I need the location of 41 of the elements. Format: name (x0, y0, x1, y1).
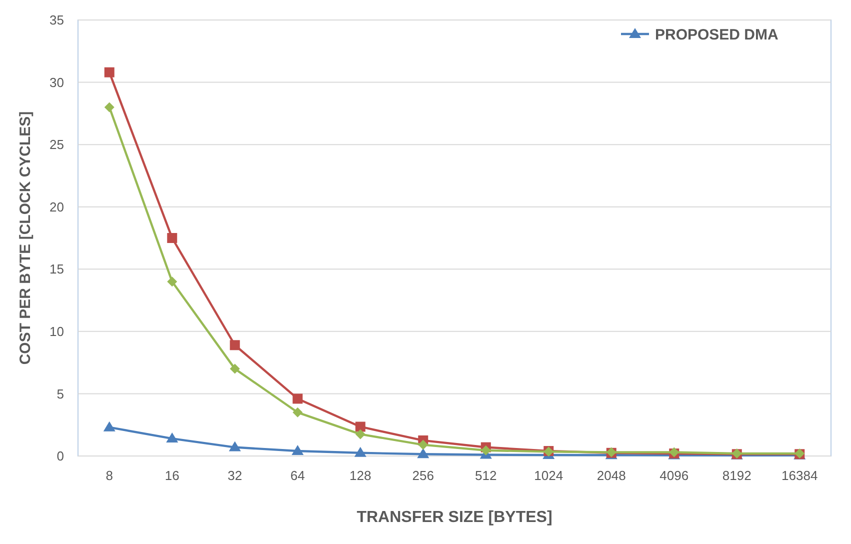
x-tick-label: 64 (290, 468, 305, 483)
point (354, 446, 366, 457)
x-tick-label: 32 (228, 468, 242, 483)
y-tick-label: 5 (56, 386, 64, 402)
x-tick-label: 256 (412, 468, 434, 483)
point (418, 440, 428, 450)
x-tick-label: 1024 (534, 468, 564, 483)
point (355, 429, 366, 440)
x-tick-label: 128 (350, 468, 372, 483)
y-tick-label: 30 (50, 74, 64, 90)
point (355, 422, 366, 432)
x-tick-label: 16384 (782, 468, 818, 483)
x-tick-label: 8192 (722, 468, 752, 483)
point (230, 340, 240, 350)
point (292, 407, 303, 418)
point (480, 445, 491, 456)
point (166, 432, 178, 443)
x-tick-label: 4096 (660, 468, 689, 483)
legend-label: PROPOSED DMA (655, 26, 779, 44)
x-tick-label: 2048 (596, 468, 626, 483)
x-tick-label: 8 (106, 468, 113, 483)
point (228, 441, 241, 452)
point (417, 448, 430, 458)
y-tick-label: 25 (50, 137, 64, 152)
y-tick-label: 20 (50, 199, 64, 214)
x-tick-label: 16 (164, 468, 180, 483)
point (230, 364, 240, 374)
x-tick-label: 512 (475, 468, 497, 483)
point (104, 67, 114, 78)
x-axis-title: TRANSFER SIZE [BYTES] (356, 509, 552, 526)
y-tick-label: 0 (56, 448, 64, 464)
point (103, 421, 116, 432)
y-tick-label: 15 (50, 262, 64, 277)
y-tick-label: 35 (50, 12, 64, 28)
point (104, 102, 114, 112)
point (167, 276, 178, 287)
point (292, 394, 303, 404)
point (167, 233, 178, 243)
y-tick-label: 10 (50, 324, 64, 339)
y-axis-title: COST PER BYTE [CLOCK CYCLES] (17, 111, 34, 365)
point (292, 445, 304, 456)
